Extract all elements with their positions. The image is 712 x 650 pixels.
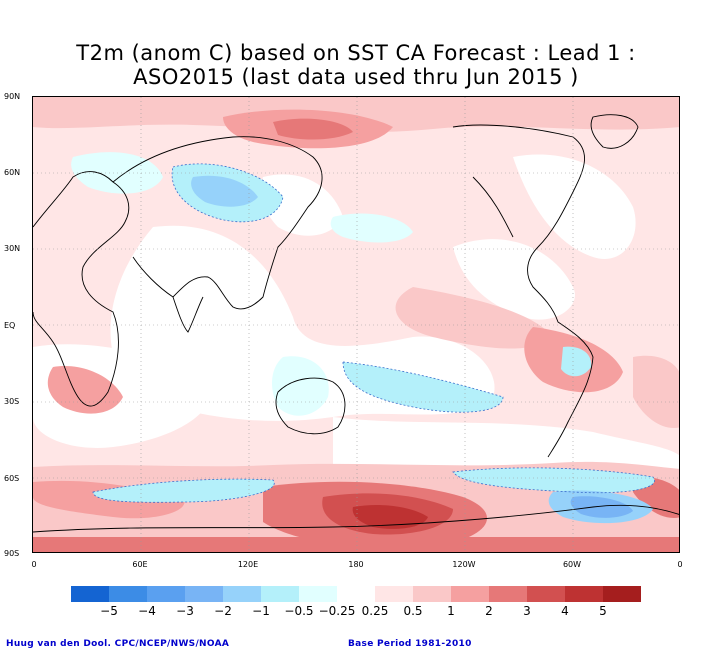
lon-label-60w: 60W [562, 560, 582, 569]
colorbar-label: 2 [485, 604, 493, 618]
colorbar-swatch [527, 586, 565, 602]
colorbar-label: −0.5 [284, 604, 314, 618]
colorbar-swatch [451, 586, 489, 602]
colorbar-swatch [337, 586, 375, 602]
colorbar-label: −5 [100, 604, 118, 618]
map-title-line2: ASO2015 (last data used thru Jun 2015 ) [133, 65, 579, 89]
colorbar-swatch [565, 586, 603, 602]
colorbar-label: −0.25 [318, 604, 356, 618]
colorbar-swatch [109, 586, 147, 602]
colorbar-label: 4 [561, 604, 569, 618]
colorbar-swatch [185, 586, 223, 602]
colorbar-swatch [603, 586, 641, 602]
colorbar-label: 0.5 [403, 604, 423, 618]
colorbar-label: −2 [214, 604, 232, 618]
colorbar-label: −3 [176, 604, 194, 618]
colorbar-label: 3 [523, 604, 531, 618]
colorbar-label: 0.25 [361, 604, 389, 618]
lat-label-90n: 90N [4, 92, 21, 101]
colorbar-swatch [147, 586, 185, 602]
lon-label-180: 180 [348, 560, 364, 569]
lon-label-60e: 60E [132, 560, 148, 569]
anomaly-map [32, 96, 680, 553]
footer-credit: Huug van den Dool. CPC/NCEP/NWS/NOAA [6, 639, 230, 649]
colorbar-swatch [261, 586, 299, 602]
colorbar-label: 1 [447, 604, 455, 618]
colorbar [71, 586, 641, 602]
lon-label-0: 0 [31, 560, 37, 569]
footer-base-period: Base Period 1981-2010 [348, 639, 472, 649]
lon-label-0-east: 0 [677, 560, 683, 569]
lat-label-60s: 60S [4, 474, 20, 483]
lat-label-60n: 60N [4, 168, 21, 177]
anomaly-map-canvas [33, 97, 679, 552]
lat-label-30n: 30N [4, 244, 21, 253]
colorbar-swatch [299, 586, 337, 602]
colorbar-swatch [489, 586, 527, 602]
colorbar-swatch [71, 586, 109, 602]
colorbar-label: 5 [599, 604, 607, 618]
colorbar-label: −4 [138, 604, 156, 618]
colorbar-swatch [223, 586, 261, 602]
lon-label-120e: 120E [237, 560, 259, 569]
lon-label-120w: 120W [452, 560, 476, 569]
lat-label-eq: EQ [4, 321, 16, 330]
colorbar-swatch [375, 586, 413, 602]
colorbar-swatch [413, 586, 451, 602]
map-title-line1: T2m (anom C) based on SST CA Forecast : … [76, 41, 636, 65]
colorbar-label: −1 [252, 604, 270, 618]
lat-label-90s: 90S [4, 549, 20, 558]
lat-label-30s: 30S [4, 397, 20, 406]
